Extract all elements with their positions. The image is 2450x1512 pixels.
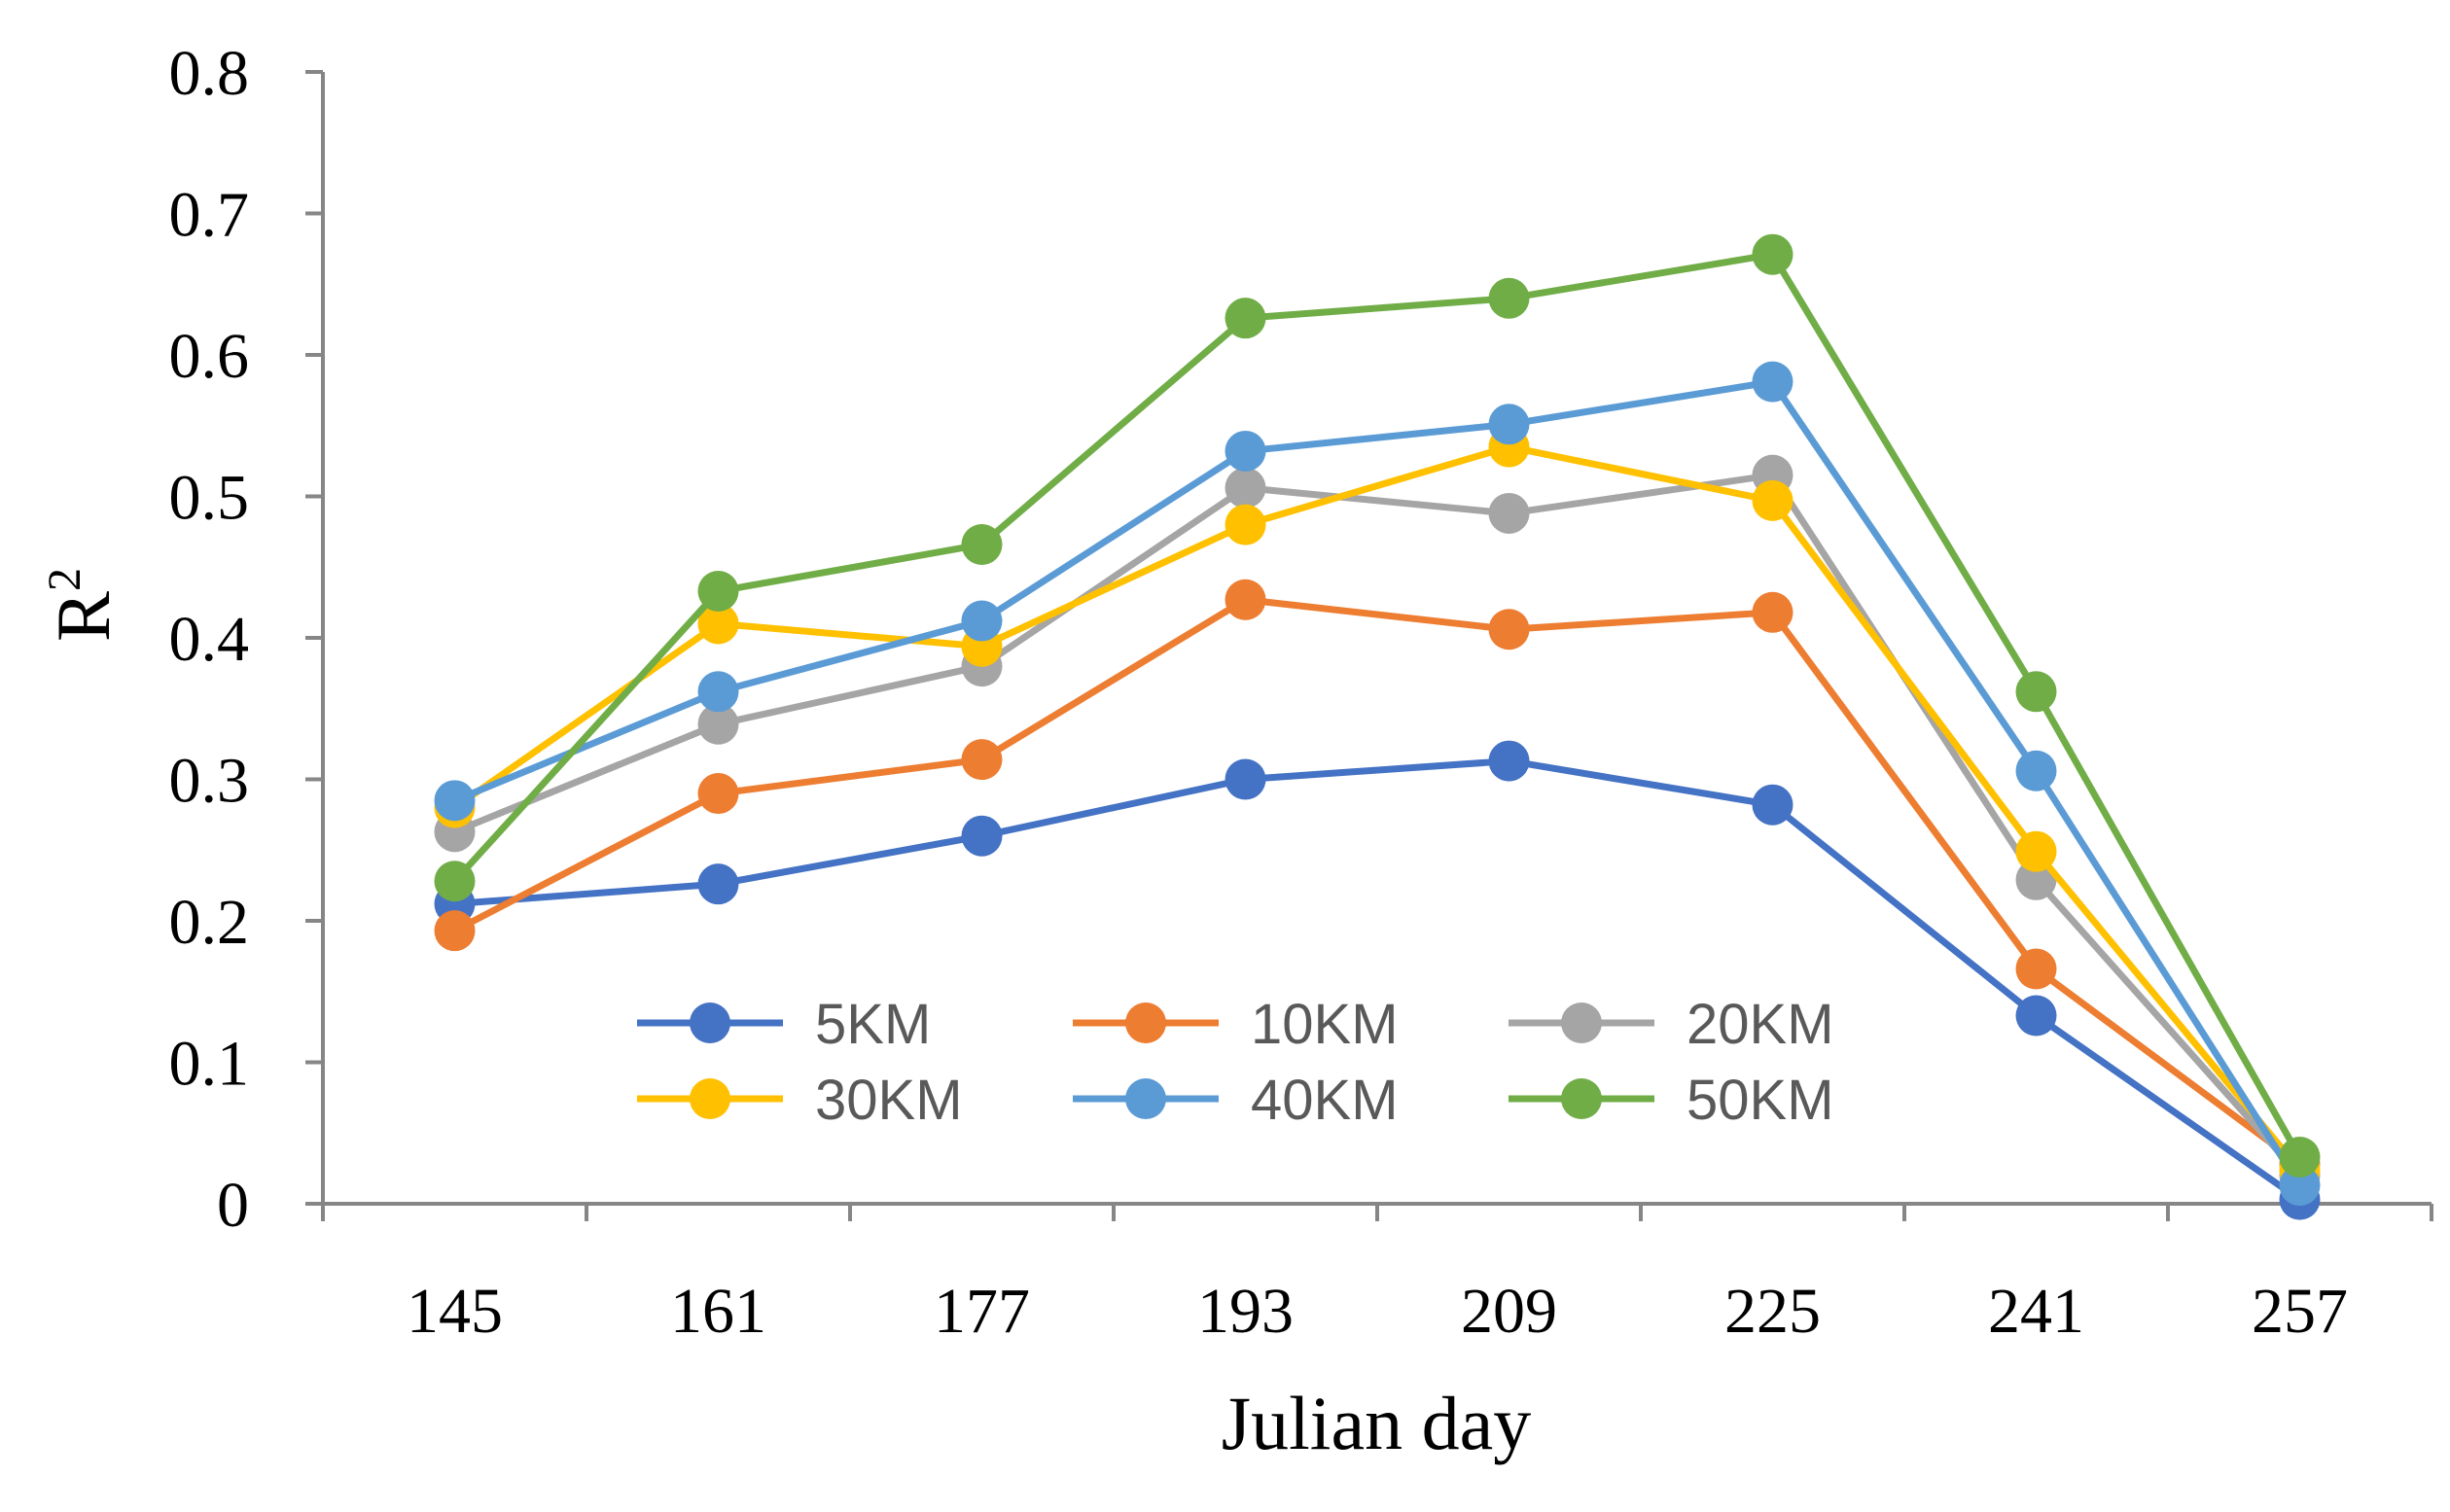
data-point xyxy=(1488,740,1530,782)
data-point xyxy=(1752,591,1793,633)
legend-label: 40KM xyxy=(1251,1069,1399,1132)
series-line xyxy=(451,251,2303,1161)
y-tick-label: 0.8 xyxy=(169,38,250,109)
data-point xyxy=(1488,404,1530,445)
data-point xyxy=(2015,995,2057,1037)
legend-label: 5KM xyxy=(815,993,931,1056)
series-40km xyxy=(434,361,2321,1207)
data-point xyxy=(2279,1136,2321,1178)
data-point xyxy=(1488,277,1530,319)
data-point xyxy=(961,600,1003,642)
data-point xyxy=(2279,1165,2321,1207)
legend-label: 20KM xyxy=(1687,993,1834,1056)
x-tick-label: 177 xyxy=(934,1276,1030,1347)
data-point xyxy=(434,861,476,902)
legend-item: 40KM xyxy=(1073,1069,1399,1132)
x-tick-label: 241 xyxy=(1988,1276,2084,1347)
data-point xyxy=(1225,467,1266,509)
data-point xyxy=(434,780,476,822)
data-point xyxy=(697,863,739,905)
legend-marker xyxy=(690,1078,730,1119)
data-point xyxy=(697,603,739,645)
data-point xyxy=(697,773,739,815)
y-axis-title-superscript: 2 xyxy=(39,568,90,591)
data-point xyxy=(697,570,739,612)
y-axis-title: R2 xyxy=(39,568,125,642)
x-axis-title: Julian day xyxy=(1222,1381,1531,1465)
series-layer xyxy=(434,233,2321,1220)
series-10km xyxy=(434,579,2321,1185)
x-tick-label: 193 xyxy=(1197,1276,1294,1347)
x-tick-label: 257 xyxy=(2252,1276,2348,1347)
legend-item: 30KM xyxy=(637,1069,963,1132)
legend-marker xyxy=(1561,1002,1602,1043)
data-point xyxy=(1488,492,1530,534)
data-point xyxy=(697,703,739,745)
series-50km xyxy=(434,233,2321,1178)
legend-label: 10KM xyxy=(1251,993,1399,1056)
data-point xyxy=(1225,579,1266,620)
data-point xyxy=(434,910,476,952)
y-axis-title-base: R xyxy=(41,591,125,642)
data-point xyxy=(961,739,1003,781)
data-point xyxy=(697,671,739,713)
y-tick-label: 0.3 xyxy=(169,746,250,817)
data-point xyxy=(1752,361,1793,403)
series-line xyxy=(451,596,2303,1168)
data-point xyxy=(2015,671,2057,713)
data-point xyxy=(961,815,1003,857)
legend-marker xyxy=(1125,1078,1166,1119)
x-tick-label: 209 xyxy=(1461,1276,1557,1347)
data-point xyxy=(2015,830,2057,872)
data-point xyxy=(1225,430,1266,472)
y-tick-label: 0 xyxy=(217,1170,249,1241)
data-point xyxy=(961,523,1003,565)
series-line xyxy=(451,757,2303,1204)
axes: 0 0.1 0.2 0.3 0.4 0.5 0.6 0.7 0.8 145 161 177 193 209… xyxy=(169,38,2433,1347)
legend-item: 20KM xyxy=(1509,993,1834,1056)
y-tick-label: 0.4 xyxy=(169,604,250,675)
data-point xyxy=(1488,609,1530,651)
series-line xyxy=(451,472,2303,1179)
x-tick-label: 225 xyxy=(1724,1276,1821,1347)
legend-label: 50KM xyxy=(1687,1069,1834,1132)
y-tick-label: 0.1 xyxy=(169,1029,250,1100)
data-point xyxy=(1225,504,1266,545)
legend-label: 30KM xyxy=(815,1069,963,1132)
data-point xyxy=(1225,758,1266,800)
legend: 5KM 10KM 20KM 30KM 40KM 50KM xyxy=(637,993,1834,1132)
y-tick-label: 0.5 xyxy=(169,463,250,534)
data-point xyxy=(1225,298,1266,339)
x-tick-label: 145 xyxy=(407,1276,503,1347)
legend-item: 50KM xyxy=(1509,1069,1834,1132)
x-tick-label: 161 xyxy=(670,1276,766,1347)
legend-marker xyxy=(1561,1078,1602,1119)
y-tick-label: 0.6 xyxy=(169,321,250,392)
series-line xyxy=(451,443,2303,1174)
data-point xyxy=(1752,784,1793,826)
data-point xyxy=(1752,233,1793,275)
legend-item: 5KM xyxy=(637,993,931,1056)
data-point xyxy=(2015,750,2057,791)
y-tick-label: 0.7 xyxy=(169,180,250,251)
data-point xyxy=(2015,859,2057,900)
legend-marker xyxy=(690,1002,730,1043)
series-line xyxy=(451,378,2303,1189)
legend-item: 10KM xyxy=(1073,993,1399,1056)
y-tick-label: 0.2 xyxy=(169,887,250,958)
data-point xyxy=(1752,479,1793,521)
data-point xyxy=(2015,948,2057,990)
legend-marker xyxy=(1125,1002,1166,1043)
